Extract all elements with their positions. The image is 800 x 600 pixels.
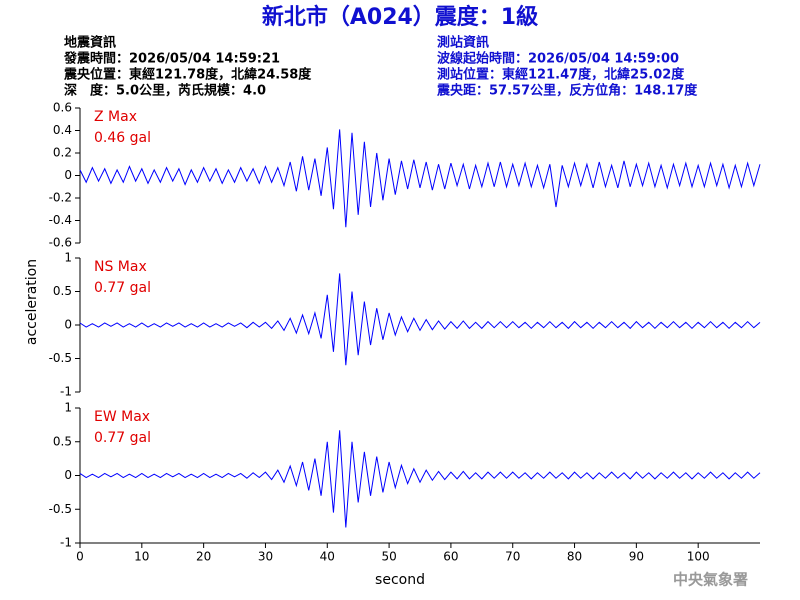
y-tick-label: 0 bbox=[64, 468, 72, 482]
y-tick-label: 0.4 bbox=[53, 123, 72, 137]
y-tick-label: -1 bbox=[60, 385, 72, 399]
panel-title: NS Max bbox=[94, 259, 147, 275]
info-right: 測站位置：東經121.47度，北緯25.02度 bbox=[437, 67, 685, 83]
x-tick-label: 60 bbox=[443, 550, 458, 564]
panel-annotation: 0.77 gal bbox=[94, 280, 151, 296]
info-left: 發震時間：2026/05/04 14:59:21 bbox=[63, 51, 280, 67]
info-right: 波線起始時間：2026/05/04 14:59:00 bbox=[437, 51, 679, 67]
y-tick-label: -0.2 bbox=[49, 191, 72, 205]
info-right: 測站資訊 bbox=[437, 35, 489, 51]
panel-annotation: 0.46 gal bbox=[94, 130, 151, 146]
x-tick-label: 0 bbox=[76, 550, 84, 564]
info-right: 震央距：57.57公里，反方位角：148.17度 bbox=[436, 83, 698, 99]
waveform bbox=[79, 430, 761, 528]
y-axis-label: acceleration bbox=[24, 259, 40, 345]
y-tick-label: -0.5 bbox=[49, 502, 72, 516]
x-axis-label: second bbox=[375, 572, 425, 588]
info-left: 地震資訊 bbox=[64, 35, 116, 51]
y-tick-label: 0.2 bbox=[53, 146, 72, 160]
chart-title: 新北市（A024）震度：1級 bbox=[262, 4, 538, 30]
x-tick-label: 30 bbox=[258, 550, 273, 564]
x-tick-label: 90 bbox=[629, 550, 644, 564]
panel-title: Z Max bbox=[94, 109, 137, 125]
x-tick-label: 40 bbox=[320, 550, 335, 564]
y-tick-label: 0.5 bbox=[53, 284, 72, 298]
panel-annotation: 0.77 gal bbox=[94, 430, 151, 446]
waveform bbox=[79, 273, 761, 366]
x-tick-label: 50 bbox=[381, 550, 396, 564]
y-tick-label: -0.5 bbox=[49, 351, 72, 365]
y-tick-label: 1 bbox=[64, 401, 72, 415]
y-tick-label: -1 bbox=[60, 536, 72, 550]
y-tick-label: 0.6 bbox=[53, 101, 72, 115]
info-left: 深 度：5.0公里，芮氏規模：4.0 bbox=[64, 83, 266, 99]
y-tick-label: 0 bbox=[64, 318, 72, 332]
x-tick-label: 20 bbox=[196, 550, 211, 564]
y-tick-label: 0.5 bbox=[53, 434, 72, 448]
panel-title: EW Max bbox=[94, 409, 150, 425]
y-tick-label: -0.6 bbox=[49, 236, 72, 250]
y-tick-label: 1 bbox=[64, 251, 72, 265]
x-tick-label: 100 bbox=[687, 550, 710, 564]
waveform bbox=[79, 129, 761, 228]
x-tick-label: 70 bbox=[505, 550, 520, 564]
footer: 中央氣象署 bbox=[673, 571, 748, 589]
y-tick-label: -0.4 bbox=[49, 213, 72, 227]
x-tick-label: 10 bbox=[134, 550, 149, 564]
x-tick-label: 80 bbox=[567, 550, 582, 564]
info-left: 震央位置：東經121.78度，北緯24.58度 bbox=[63, 67, 312, 83]
y-tick-label: 0 bbox=[64, 168, 72, 182]
